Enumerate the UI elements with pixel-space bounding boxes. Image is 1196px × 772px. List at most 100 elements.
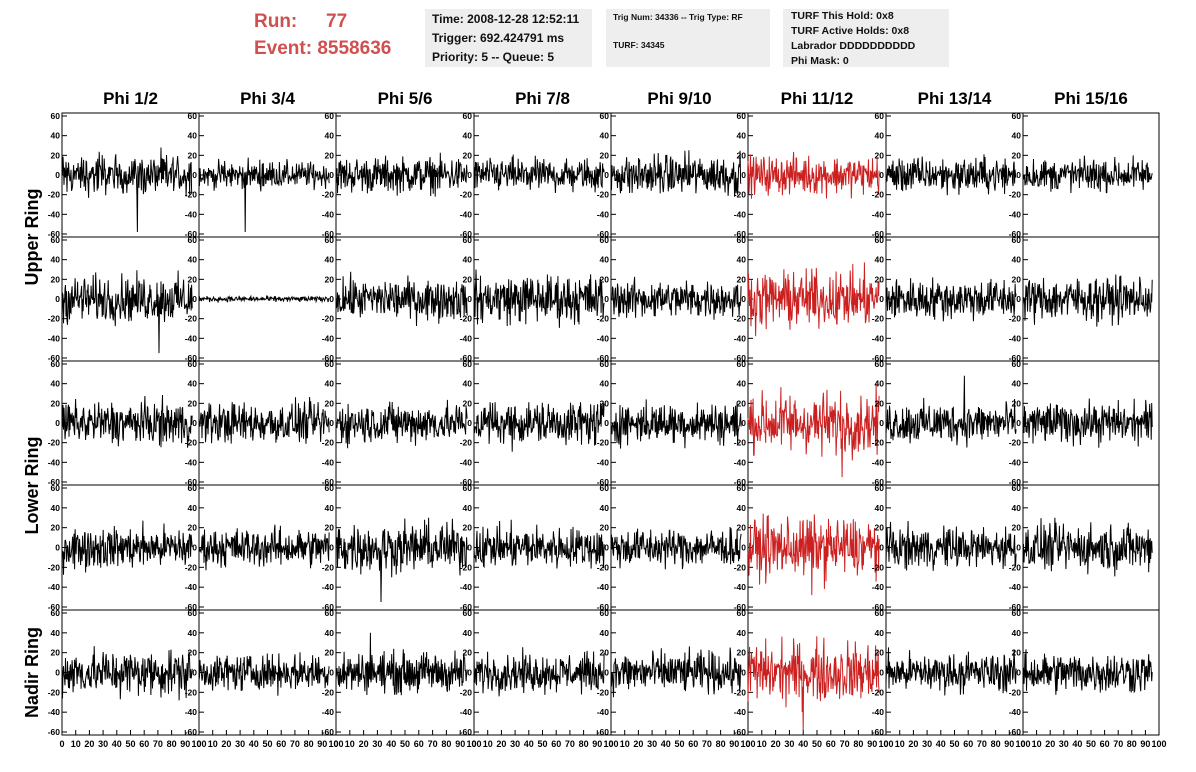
y-tick-label: 20 [600, 398, 610, 408]
waveform-trace [885, 520, 1017, 571]
y-tick-label: 20 [600, 274, 610, 284]
x-tick-label: 30 [1059, 739, 1069, 749]
y-tick-label: -20 [734, 562, 747, 572]
y-tick-label: -20 [460, 562, 473, 572]
y-tick-label: -40 [322, 457, 335, 467]
trig-line: Trig Num: 34336 -- Trig Type: RF [613, 12, 743, 22]
turf-active-line: TURF Active Holds: 0x8 [791, 25, 910, 37]
x-tick-label: 40 [112, 739, 122, 749]
y-tick-label: 60 [325, 111, 335, 121]
y-tick-label: 0 [55, 668, 60, 678]
waveform-trace [198, 294, 330, 304]
y-tick-label: -20 [734, 687, 747, 697]
x-tick-label: 80 [853, 739, 863, 749]
y-tick-label: -60 [460, 229, 473, 239]
y-tick-label: -40 [460, 707, 473, 717]
y-tick-label: -40 [460, 457, 473, 467]
y-tick-label: 0 [1016, 543, 1021, 553]
y-tick-label: 40 [51, 255, 61, 265]
y-tick-label: 60 [188, 359, 198, 369]
x-tick-label: 50 [812, 739, 822, 749]
y-tick-label: 40 [1012, 628, 1022, 638]
y-tick-label: -40 [597, 333, 610, 343]
y-tick-label: 60 [51, 359, 61, 369]
x-tick-label: 100 [328, 739, 343, 749]
y-tick-label: 60 [875, 111, 885, 121]
x-tick-label: 60 [139, 739, 149, 749]
y-tick-label: 40 [188, 255, 198, 265]
x-tick-label: 50 [674, 739, 684, 749]
y-tick-label: -20 [48, 190, 61, 200]
waveform-trace [747, 151, 880, 199]
y-tick-label: 20 [463, 523, 473, 533]
x-tick-label: 40 [661, 739, 671, 749]
x-tick-label: 40 [1072, 739, 1082, 749]
x-tick-label: 50 [1086, 739, 1096, 749]
y-tick-label: 0 [879, 418, 884, 428]
waveform-trace [61, 147, 193, 233]
y-tick-label: -40 [322, 582, 335, 592]
waveform-trace [335, 399, 468, 449]
y-tick-label: -20 [185, 190, 198, 200]
time-line: Time: 2008-12-28 12:52:11 [432, 12, 580, 26]
y-tick-label: 40 [875, 379, 885, 389]
y-tick-label: -60 [1009, 353, 1022, 363]
y-tick-label: -20 [322, 438, 335, 448]
y-tick-label: 60 [737, 111, 747, 121]
y-tick-label: 60 [51, 608, 61, 618]
x-tick-label: 80 [1127, 739, 1137, 749]
x-tick-label: 50 [400, 739, 410, 749]
y-tick-label: 40 [875, 255, 885, 265]
y-tick-label: 0 [741, 418, 746, 428]
y-tick-label: 0 [879, 170, 884, 180]
y-tick-label: 20 [737, 398, 747, 408]
y-tick-label: 0 [604, 668, 609, 678]
waveform-trace [885, 375, 1017, 448]
waveform-trace [198, 524, 330, 571]
waveform-trace [1022, 398, 1153, 448]
x-tick-label: 30 [372, 739, 382, 749]
x-tick-label: 0 [608, 739, 613, 749]
y-tick-label: 20 [325, 150, 335, 160]
x-tick-label: 100 [740, 739, 755, 749]
x-tick-label: 20 [1045, 739, 1055, 749]
y-tick-label: 0 [879, 543, 884, 553]
y-tick-label: -40 [48, 209, 61, 219]
y-tick-label: 0 [879, 294, 884, 304]
x-tick-label: 90 [1004, 739, 1014, 749]
y-tick-label: -40 [872, 457, 885, 467]
column-title: Phi 13/14 [918, 89, 992, 108]
y-tick-label: -20 [185, 687, 198, 697]
x-tick-label: 50 [537, 739, 547, 749]
x-tick-label: 60 [551, 739, 561, 749]
y-tick-label: -20 [597, 438, 610, 448]
y-tick-label: 0 [329, 170, 334, 180]
y-tick-label: -60 [872, 353, 885, 363]
y-tick-label: 60 [600, 483, 610, 493]
x-tick-label: 80 [579, 739, 589, 749]
y-tick-label: -60 [734, 602, 747, 612]
y-tick-label: 0 [192, 294, 197, 304]
y-tick-label: -20 [1009, 438, 1022, 448]
y-tick-label: 0 [1016, 170, 1021, 180]
y-tick-label: -40 [322, 209, 335, 219]
y-tick-label: -40 [1009, 333, 1022, 343]
x-tick-label: 60 [826, 739, 836, 749]
y-tick-label: 60 [737, 235, 747, 245]
y-tick-label: 60 [1012, 359, 1022, 369]
y-tick-label: 0 [192, 170, 197, 180]
x-tick-label: 100 [603, 739, 618, 749]
y-tick-label: -60 [322, 602, 335, 612]
y-tick-label: 60 [325, 235, 335, 245]
waveform-trace [1022, 155, 1153, 194]
x-tick-label: 60 [688, 739, 698, 749]
y-tick-label: 40 [463, 628, 473, 638]
y-tick-label: 0 [55, 418, 60, 428]
x-tick-label: 90 [592, 739, 602, 749]
x-tick-label: 60 [1100, 739, 1110, 749]
y-tick-label: 0 [467, 668, 472, 678]
y-tick-label: -60 [460, 353, 473, 363]
y-tick-label: 0 [467, 418, 472, 428]
x-tick-label: 30 [922, 739, 932, 749]
